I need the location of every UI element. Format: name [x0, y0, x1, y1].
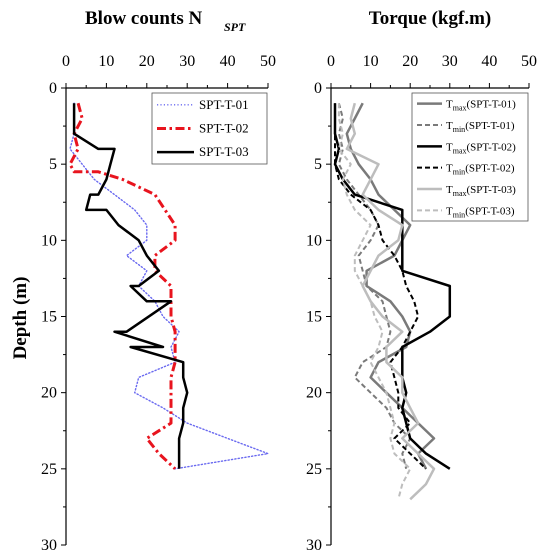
left-legend-label-1: SPT-T-02	[199, 121, 249, 136]
legend-label-main: T	[446, 205, 453, 217]
legend-label-sub: max	[453, 146, 467, 155]
y-axis-label: Depth (m)	[10, 277, 31, 360]
legend-label-tail: (SPT-T-02)	[467, 141, 517, 153]
right-legend-box	[411, 92, 529, 222]
left-series	[68, 102, 269, 470]
left-y-tick-label: 5	[49, 156, 57, 173]
left-axes: 0 10 20 30 40 50 0 5 10 15 20 25 30	[41, 53, 276, 554]
right-y-tick-label: 0	[314, 80, 322, 97]
left-y-tick-label: 10	[41, 232, 57, 249]
right-legend-label-2: Tmax(SPT-T-02)	[446, 141, 516, 155]
left-x-tick-label: 20	[139, 53, 155, 70]
left-legend: SPT-T-01 SPT-T-02 SPT-T-03	[151, 92, 268, 165]
legend-label-main: T	[446, 99, 453, 111]
left-series-line-2	[72, 103, 189, 469]
right-x-tick-label: 50	[521, 53, 537, 70]
left-chart-title: Blow counts N	[85, 8, 202, 29]
right-series-line-3	[334, 103, 427, 470]
right-series-line-1	[337, 102, 412, 470]
right-x-tick-label: 30	[442, 53, 458, 70]
right-axes: 0 10 20 30 40 50 0 5 10 15 20 25 30	[306, 53, 537, 554]
right-y-tick-label: 25	[306, 461, 322, 478]
right-y-tick-label: 30	[306, 537, 322, 554]
right-y-tick-label: 15	[306, 309, 322, 326]
right-legend-label-4: Tmax(SPT-T-03)	[446, 184, 516, 198]
legend-label-tail: (SPT-T-01)	[467, 99, 517, 111]
legend-label-tail: (SPT-T-01)	[465, 120, 515, 132]
legend-label-tail: (SPT-T-02)	[465, 163, 515, 175]
right-series-line-4	[345, 102, 436, 501]
legend-label-sub: max	[453, 104, 467, 113]
right-y-tick-label: 5	[314, 156, 322, 173]
left-panel: Blow counts N SPT 0 10 20 30 40 50 0 5 10 15 20 25 3…	[41, 8, 276, 554]
left-x-tick-label: 0	[62, 53, 70, 70]
left-x-tick-label: 40	[220, 53, 236, 70]
left-legend-label-2: SPT-T-03	[199, 144, 249, 159]
legend-label-main: T	[446, 163, 453, 175]
left-x-tick-label: 30	[179, 53, 195, 70]
right-legend-label-5: Tmin(SPT-T-03)	[446, 205, 515, 219]
legend-label-tail: (SPT-T-03)	[467, 184, 517, 196]
legend-label-sub: max	[453, 189, 467, 198]
right-x-tick-label: 40	[481, 53, 497, 70]
right-legend-label-3: Tmin(SPT-T-02)	[446, 163, 515, 177]
legend-label-main: T	[446, 184, 453, 196]
left-y-tick-label: 30	[41, 537, 57, 554]
left-chart-title-subscript: SPT	[224, 20, 246, 34]
right-legend: Tmax(SPT-T-01)Tmin(SPT-T-01)Tmax(SPT-T-0…	[411, 92, 529, 222]
left-y-tick-label: 20	[41, 385, 57, 402]
right-legend-label-0: Tmax(SPT-T-01)	[446, 99, 516, 113]
right-x-tick-label: 10	[363, 53, 379, 70]
right-y-tick-label: 20	[306, 385, 322, 402]
right-x-tick-label: 20	[402, 53, 418, 70]
right-y-tick-label: 10	[306, 232, 322, 249]
left-x-tick-label: 50	[260, 53, 276, 70]
left-y-tick-label: 25	[41, 461, 57, 478]
right-x-tick-label: 0	[327, 53, 335, 70]
left-series-line-1	[68, 102, 177, 470]
legend-label-sub: min	[453, 168, 465, 177]
legend-label-sub: min	[453, 125, 465, 134]
right-panel: Torque (kgf.m) 0 10 20 30 40 50 0 5 10 15 20 25 30 T…	[306, 8, 537, 554]
right-series	[333, 102, 452, 501]
left-x-tick-label: 10	[98, 53, 114, 70]
legend-label-sub: min	[453, 210, 465, 219]
legend-label-tail: (SPT-T-03)	[465, 205, 515, 217]
right-series-line-5	[337, 103, 412, 500]
left-legend-label-0: SPT-T-01	[199, 97, 249, 112]
right-legend-label-1: Tmin(SPT-T-01)	[446, 120, 515, 134]
left-y-tick-label: 0	[49, 80, 57, 97]
right-chart-title: Torque (kgf.m)	[369, 8, 491, 29]
left-y-tick-label: 15	[41, 309, 57, 326]
legend-label-main: T	[446, 120, 453, 132]
legend-label-main: T	[446, 141, 453, 153]
